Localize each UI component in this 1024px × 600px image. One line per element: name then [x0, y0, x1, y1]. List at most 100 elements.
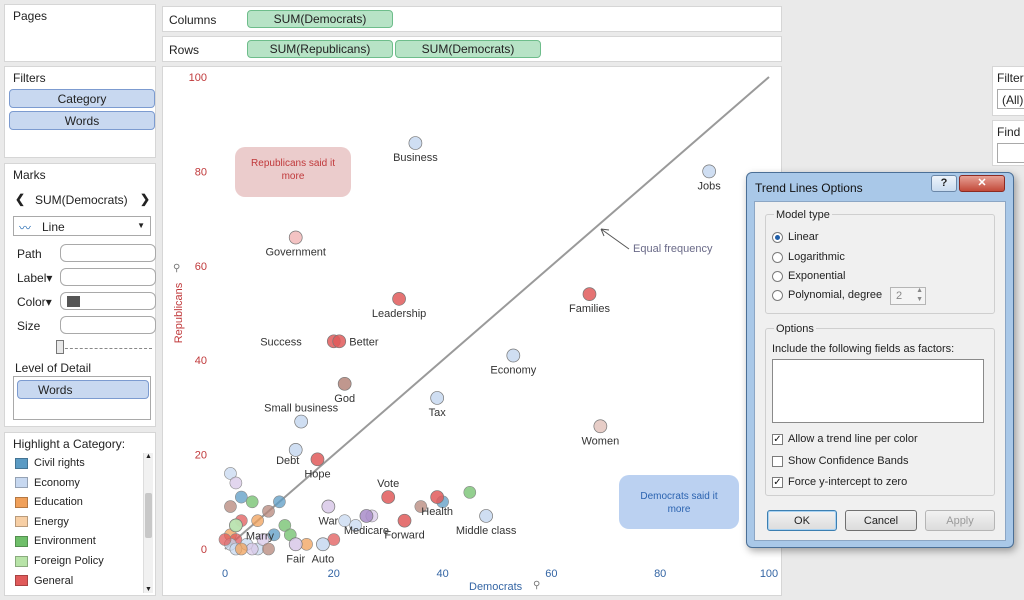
legend-item[interactable]: Foreign Policy	[15, 555, 104, 567]
legend-item[interactable]: Economy	[15, 477, 80, 489]
right-filter-select[interactable]: (All)	[997, 89, 1024, 109]
scatter-point[interactable]	[414, 500, 428, 513]
marks-next-arrow-icon[interactable]: ❯	[140, 192, 151, 206]
factors-listbox[interactable]	[772, 359, 984, 423]
scatter-point[interactable]	[408, 136, 423, 150]
scatter-point[interactable]	[229, 476, 243, 490]
color-shelf-label[interactable]: Color▾	[17, 295, 52, 309]
legend-item[interactable]: Civil rights	[15, 457, 85, 469]
scatter-point[interactable]	[224, 500, 237, 513]
scatter-point[interactable]	[337, 376, 352, 391]
check-confidence-bands[interactable]	[772, 455, 783, 467]
scatter-point[interactable]	[267, 528, 281, 542]
rows-pill-republicans[interactable]: SUM(Republicans)	[247, 40, 393, 58]
model-exponential-radio[interactable]: Exponential	[772, 270, 846, 282]
scatter-point[interactable]	[273, 495, 286, 509]
scatter-point[interactable]	[338, 514, 351, 527]
ok-button[interactable]: OK	[767, 510, 837, 531]
help-button[interactable]: ?	[931, 175, 957, 192]
check-trend-per-color[interactable]: ✓	[772, 433, 783, 445]
scroll-thumb[interactable]	[145, 493, 152, 538]
scatter-point[interactable]	[381, 490, 396, 504]
legend-item[interactable]: Energy	[15, 516, 69, 528]
scatter-point[interactable]	[702, 164, 717, 179]
scatter-point[interactable]	[321, 499, 336, 514]
x-axis-pin-icon[interactable]: ⚲	[533, 580, 541, 591]
scatter-point[interactable]	[392, 291, 406, 306]
degree-spinner[interactable]: 2 ▲ ▼	[890, 287, 926, 305]
detail-pill-words[interactable]: Words	[17, 380, 149, 399]
columns-pill-democrats[interactable]: SUM(Democrats)	[247, 10, 393, 28]
cancel-button[interactable]: Cancel	[845, 510, 917, 531]
scatter-point[interactable]	[288, 537, 303, 552]
model-linear-radio[interactable]: Linear	[772, 231, 819, 243]
model-polynomial-radio[interactable]: Polynomial, degree	[772, 289, 882, 301]
spinner-down-icon[interactable]: ▼	[916, 296, 923, 303]
scatter-point[interactable]	[229, 518, 243, 533]
scatter-point[interactable]	[278, 519, 292, 532]
scatter-point[interactable]	[224, 467, 237, 480]
y-axis-pin-icon[interactable]: ⚲	[173, 263, 181, 274]
check-force-intercept[interactable]: ✓	[772, 476, 783, 488]
color-shelf[interactable]	[60, 292, 156, 310]
scatter-point[interactable]	[294, 414, 309, 429]
scatter-point[interactable]	[262, 504, 275, 518]
rows-shelf[interactable]: Rows SUM(Republicans) SUM(Democrats)	[162, 36, 782, 62]
scatter-point[interactable]	[397, 513, 412, 528]
columns-shelf[interactable]: Columns SUM(Democrats)	[162, 6, 782, 32]
marks-title: Marks	[13, 168, 46, 182]
scatter-point[interactable]	[262, 542, 275, 556]
scatter-point[interactable]	[316, 537, 330, 552]
scatter-point[interactable]	[430, 391, 445, 405]
scatter-point[interactable]	[310, 452, 325, 467]
scatter-point[interactable]	[288, 230, 303, 245]
scatter-point[interactable]	[245, 542, 259, 556]
size-shelf[interactable]	[60, 316, 156, 334]
scatter-point[interactable]	[593, 419, 608, 434]
scatter-point[interactable]	[218, 533, 232, 546]
legend-item[interactable]: Education	[15, 496, 83, 508]
legend-item[interactable]: Environment	[15, 535, 96, 547]
scatter-point[interactable]	[332, 334, 347, 349]
size-slider-thumb[interactable]	[56, 340, 64, 354]
scroll-up-icon[interactable]: ▲	[145, 453, 152, 460]
rows-pill-democrats[interactable]: SUM(Democrats)	[395, 40, 541, 58]
scatter-point[interactable]	[251, 514, 264, 527]
scatter-point[interactable]	[479, 509, 493, 523]
apply-button[interactable]: Apply	[925, 510, 995, 531]
scatter-point[interactable]	[359, 509, 374, 523]
confidence-bands-checkbox[interactable]: Show Confidence Bands	[772, 455, 908, 467]
label-shelf-label[interactable]: Label▾	[17, 271, 53, 285]
radio-linear[interactable]	[772, 231, 783, 243]
scatter-point[interactable]	[245, 495, 259, 509]
mark-type-dropdown[interactable]: 〰 Line ▼	[13, 216, 151, 236]
marks-prev-arrow-icon[interactable]: ❮	[15, 192, 26, 206]
radio-exponential[interactable]	[772, 270, 783, 282]
scatter-point[interactable]	[506, 348, 521, 363]
close-button[interactable]: ✕	[959, 175, 1005, 192]
force-intercept-checkbox[interactable]: ✓ Force y-intercept to zero	[772, 476, 908, 488]
path-shelf[interactable]	[60, 244, 156, 262]
filter-pill-category[interactable]: Category	[9, 89, 155, 108]
spinner-up-icon[interactable]: ▲	[916, 287, 923, 294]
trend-per-color-checkbox[interactable]: ✓ Allow a trend line per color	[772, 433, 918, 445]
right-find-input[interactable]	[997, 143, 1024, 163]
chart-svg: 0 20 40 60 80 100 0 20 40 60 80 100 Business Jobs Gov…	[189, 72, 779, 580]
scatter-point[interactable]	[430, 490, 445, 504]
scatter-point[interactable]	[256, 533, 270, 546]
scroll-down-icon[interactable]: ▼	[145, 586, 152, 593]
scatter-point[interactable]	[463, 486, 477, 499]
model-logarithmic-radio[interactable]: Logarithmic	[772, 251, 845, 263]
filter-pill-words[interactable]: Words	[9, 111, 155, 130]
scatter-point[interactable]	[288, 443, 303, 457]
detail-shelf[interactable]: Words	[13, 376, 151, 420]
radio-logarithmic[interactable]	[772, 251, 783, 263]
label-shelf[interactable]	[60, 268, 156, 286]
legend-item[interactable]: General	[15, 575, 73, 587]
scatter-point[interactable]	[582, 287, 597, 301]
scatter-point[interactable]	[235, 542, 248, 556]
legend-scrollbar[interactable]: ▲ ▼	[143, 453, 153, 593]
scatter-point[interactable]	[349, 519, 362, 532]
scatter-point[interactable]	[235, 490, 248, 504]
radio-polynomial[interactable]	[772, 289, 783, 301]
